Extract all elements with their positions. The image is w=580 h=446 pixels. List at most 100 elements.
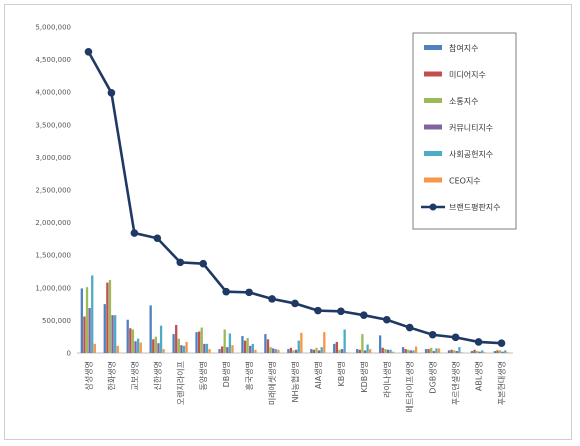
bar xyxy=(287,349,290,353)
bar xyxy=(389,349,392,353)
line-point xyxy=(291,299,299,308)
bar xyxy=(114,315,117,353)
x-tick-label: 오렌지라이프 xyxy=(175,361,185,405)
bar xyxy=(361,334,364,353)
bar xyxy=(295,349,298,353)
bar xyxy=(470,351,474,353)
line-point xyxy=(84,47,93,56)
x-tick-label: KB생명 xyxy=(336,361,346,386)
bar xyxy=(386,349,390,353)
bar xyxy=(292,350,295,353)
bar xyxy=(205,343,209,353)
bar xyxy=(152,339,155,353)
bar xyxy=(195,332,198,353)
bar xyxy=(266,339,270,353)
y-tick-label: 1,000,000 xyxy=(35,284,71,292)
bar xyxy=(384,349,387,353)
line-point xyxy=(314,306,322,315)
bar xyxy=(501,351,504,353)
legend-label: 미디어지수 xyxy=(449,70,486,80)
x-tick-label: 미래에셋생명 xyxy=(267,361,277,405)
bar xyxy=(85,287,89,353)
bar xyxy=(333,343,336,353)
x-tick-label: 흥국생명 xyxy=(244,361,254,390)
bar xyxy=(317,350,321,353)
bar xyxy=(356,349,359,353)
legend-swatch xyxy=(424,71,442,77)
bar xyxy=(340,349,344,353)
bar xyxy=(378,335,382,353)
bar xyxy=(134,341,137,353)
bar xyxy=(323,332,326,353)
y-tick-label: 4,000,000 xyxy=(35,89,71,97)
x-tick-label: NH농협생명 xyxy=(290,361,300,402)
bar xyxy=(437,348,441,353)
x-tick-label: 교보생명 xyxy=(129,361,139,390)
line-point xyxy=(222,287,230,296)
bar xyxy=(177,338,180,353)
x-tick-label: 삼성생명 xyxy=(83,361,93,390)
bar xyxy=(231,345,234,353)
bar xyxy=(129,328,132,353)
legend-swatch xyxy=(424,45,442,50)
bar xyxy=(203,343,206,353)
bar xyxy=(496,350,499,353)
bar xyxy=(223,329,226,353)
bar xyxy=(131,329,135,353)
bar xyxy=(93,343,96,353)
bar xyxy=(83,316,86,353)
bar xyxy=(412,350,415,353)
legend-label: 소통지수 xyxy=(449,97,478,106)
bar xyxy=(432,351,435,353)
bar xyxy=(455,351,458,353)
bar xyxy=(450,349,453,353)
legend-label: CEO지수 xyxy=(449,177,481,186)
bar xyxy=(391,351,395,353)
chart-frame: 0 500,000 1,000,000 1,500,000 2,000,000 2,500… xyxy=(4,4,572,440)
bar xyxy=(310,349,313,353)
bar xyxy=(401,347,405,353)
bar xyxy=(458,347,461,353)
bar xyxy=(246,338,249,353)
legend-swatch-marker xyxy=(429,203,437,211)
bar xyxy=(381,347,384,353)
line-point xyxy=(360,311,368,319)
bar xyxy=(254,349,257,353)
y-tick-label: 5,000,000 xyxy=(35,24,71,32)
bar xyxy=(103,304,106,353)
line-point xyxy=(245,288,253,297)
legend-label: 브랜드평판지수 xyxy=(449,202,501,212)
chart: 0 500,000 1,000,000 1,500,000 2,000,000 2,500… xyxy=(35,24,517,413)
bar xyxy=(427,349,430,353)
bar xyxy=(198,331,201,353)
y-tick-label: 3,500,000 xyxy=(35,121,71,129)
x-tick-label: ABL생명 xyxy=(474,361,484,391)
line-point xyxy=(130,229,139,237)
bar xyxy=(157,343,160,353)
legend-box xyxy=(412,32,517,230)
bar xyxy=(297,340,300,353)
x-tick-label: 동양생명 xyxy=(198,361,208,390)
bar xyxy=(251,343,255,353)
bar xyxy=(111,315,114,353)
x-tick-label: 푸본현대생명 xyxy=(497,361,507,405)
x-tick-label: DB생명 xyxy=(221,361,231,387)
bar xyxy=(473,349,476,353)
bar xyxy=(435,348,438,353)
bar xyxy=(414,346,418,353)
bar xyxy=(506,352,510,353)
line-point xyxy=(382,315,391,324)
legend-label: 커뮤니티지수 xyxy=(449,123,493,133)
bar xyxy=(447,350,451,353)
bar xyxy=(126,319,129,353)
bar xyxy=(162,349,165,353)
bar xyxy=(228,333,232,353)
bar xyxy=(139,342,142,353)
bar xyxy=(264,334,267,353)
bar xyxy=(424,349,428,353)
bar xyxy=(180,345,183,353)
bar xyxy=(478,351,481,353)
bar xyxy=(241,336,244,353)
y-tick-label: 500,000 xyxy=(42,317,71,325)
bar xyxy=(269,347,272,353)
